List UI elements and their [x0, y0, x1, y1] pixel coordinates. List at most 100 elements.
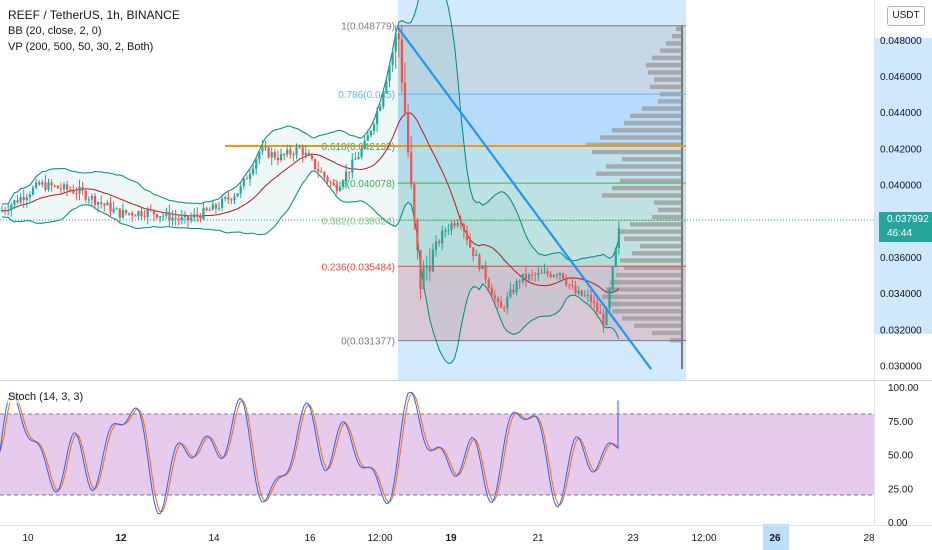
candle-body [586, 294, 589, 296]
candle-body [509, 289, 512, 297]
candle-body [134, 215, 137, 217]
candle-body [159, 216, 162, 218]
time-tick-label: 26 [769, 533, 781, 544]
candle-body [546, 271, 549, 274]
candle-body [589, 294, 593, 302]
candle-body [438, 241, 441, 244]
candle-body [258, 151, 261, 160]
candle-body [22, 197, 25, 201]
candle-body [72, 190, 75, 194]
candle-body [292, 154, 295, 156]
fib-level-label: 0.382(0.038024) [322, 216, 395, 227]
time-tick-label: 19 [445, 533, 457, 544]
candle-body [323, 172, 326, 178]
candle-body [0, 210, 4, 212]
candle-body [75, 193, 78, 195]
candle-body [146, 209, 149, 217]
candle-body [332, 182, 335, 186]
candle-body [273, 152, 276, 158]
candle-body [540, 272, 543, 274]
time-tick-label: 12:00 [691, 533, 716, 544]
candle-body [456, 223, 459, 226]
volume-profile-bar [624, 236, 682, 242]
candle-body [357, 156, 360, 160]
candle-body [410, 152, 413, 185]
candle-body [431, 249, 434, 272]
time-tick-label: 23 [627, 533, 639, 544]
bollinger-basis-line [1, 112, 620, 294]
candle-body [512, 289, 515, 293]
candle-body [106, 202, 109, 206]
stoch-tick-label: 75.00 [888, 417, 913, 428]
candle-body [363, 140, 366, 149]
candle-body [307, 152, 310, 156]
volume-profile-bar [640, 243, 682, 249]
candle-body [500, 301, 503, 308]
candle-body [97, 202, 100, 205]
candle-body [140, 211, 143, 217]
candle-body [534, 274, 537, 276]
candle-body [227, 197, 230, 200]
candle-body [382, 93, 385, 107]
candle-body [87, 199, 90, 201]
trendline[interactable] [396, 26, 653, 370]
candle-body [221, 198, 224, 208]
price-tick-label: 0.040000 [880, 181, 922, 192]
candle-body [475, 254, 478, 256]
candle-body [472, 247, 475, 256]
candle-body [50, 182, 53, 186]
candle-body [465, 230, 469, 240]
candle-body [162, 215, 165, 217]
candle-body [422, 267, 425, 289]
candle-body [444, 230, 447, 232]
stoch-tick-label: 50.00 [888, 451, 913, 462]
stoch-legend[interactable]: Stoch (14, 3, 3) [6, 391, 86, 403]
stoch-axis[interactable]: 100.00 75.00 50.00 25.00 0.00 [888, 383, 919, 529]
candle-body [66, 184, 69, 190]
candle-body [124, 210, 128, 214]
currency-button[interactable]: USDT [887, 6, 925, 26]
candle-body [531, 274, 534, 276]
candle-body [267, 147, 270, 158]
candle-body [62, 184, 66, 190]
time-axis[interactable]: 10 12 14 16 12:00 19 21 23 12:00 26 28 [22, 533, 875, 544]
volume-profile-bar [652, 330, 682, 336]
candle-body [397, 33, 400, 40]
candlestick-series [0, 25, 620, 334]
candle-body [193, 214, 196, 218]
candle-body [326, 177, 329, 182]
candle-body [385, 80, 388, 94]
candle-body [41, 182, 44, 185]
candle-body [217, 207, 221, 209]
price-range-highlight-axis [874, 38, 932, 334]
candle-body [428, 265, 431, 272]
volume-profile-bar [660, 48, 682, 53]
candle-body [245, 178, 248, 180]
volume-profile-bar [606, 164, 682, 169]
volume-profile-bar [654, 77, 682, 82]
candle-body [211, 204, 214, 211]
candle-body [617, 227, 620, 248]
candle-body [183, 215, 186, 218]
candle-body [186, 215, 190, 221]
candle-body [252, 168, 255, 174]
volume-profile-legend[interactable]: VP (200, 500, 50, 30, 2, Both) [6, 41, 156, 53]
candle-body [518, 281, 521, 283]
candle-body [360, 148, 363, 157]
fib-level-label: 0.5(0.040078) [333, 179, 395, 190]
candle-body [583, 295, 586, 297]
symbol-legend[interactable]: REEF / TetherUS, 1h, BINANCE [6, 8, 182, 22]
candle-body [565, 279, 568, 285]
candle-body [450, 223, 453, 231]
candle-body [205, 208, 208, 210]
bollinger-legend[interactable]: BB (20, close, 2, 0) [6, 25, 104, 37]
candle-body [403, 82, 407, 114]
fibonacci-levels[interactable]: 1(0.048779) 0.786(0.045) 0.618(0.042132) 0.… [225, 22, 686, 348]
candle-body [118, 208, 121, 218]
candle-body [19, 197, 22, 203]
volume-profile-bar [650, 84, 682, 90]
price-tick-label: 0.042000 [880, 144, 922, 155]
volume-profile-bar [630, 222, 682, 227]
candle-body [568, 284, 571, 286]
